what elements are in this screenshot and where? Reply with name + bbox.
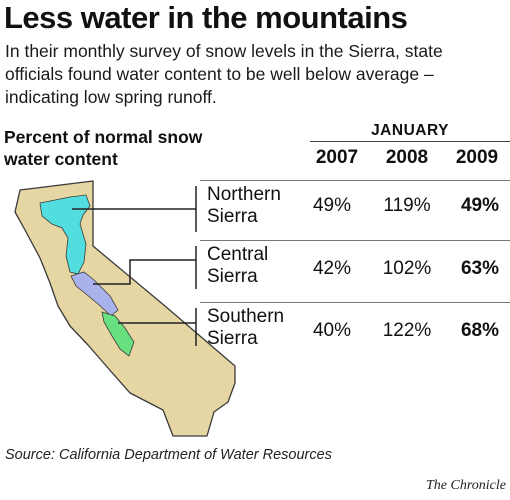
data-cell-highlight: 63% (460, 258, 500, 279)
month-rule (310, 141, 510, 142)
year-header-2008: 2008 (385, 147, 429, 168)
data-cell: 49% (312, 195, 352, 216)
data-cell: 40% (312, 320, 352, 341)
table-label: Percent of normal snow water content (4, 127, 203, 169)
leader-line-central (93, 259, 196, 285)
region-label-line: Central (207, 244, 269, 265)
row-divider (200, 302, 510, 303)
year-header-2007: 2007 (315, 147, 359, 168)
data-cell: 42% (312, 258, 352, 279)
region-label-northern: Northern Sierra (207, 184, 307, 228)
credit-line: The Chronicle (426, 478, 506, 493)
region-label-southern: Southern Sierra (207, 306, 307, 350)
northern-sierra-region (39, 194, 91, 275)
row-divider (200, 240, 510, 241)
data-cell: 119% (383, 195, 431, 216)
intro-text: In their monthly survey of snow levels i… (5, 41, 443, 107)
region-label-central: Central Sierra (207, 244, 307, 288)
central-sierra-region (70, 271, 119, 317)
row-divider (200, 180, 510, 181)
chart-title: Less water in the mountains (4, 0, 408, 35)
california-map (14, 180, 236, 437)
data-cell: 122% (382, 320, 432, 341)
region-label-line: Southern (207, 306, 285, 327)
region-label-line: Sierra (207, 206, 258, 227)
southern-sierra-region (101, 311, 135, 357)
year-header-2009: 2009 (455, 147, 499, 168)
leader-lines (72, 186, 197, 346)
data-cell: 102% (382, 258, 432, 279)
data-cell-highlight: 49% (460, 195, 500, 216)
region-label-line: Northern (207, 184, 281, 205)
region-label-line: Sierra (207, 266, 258, 287)
source-note: Source: California Department of Water R… (5, 447, 332, 463)
month-header: JANUARY (371, 122, 449, 139)
data-cell-highlight: 68% (460, 320, 500, 341)
region-label-line: Sierra (207, 328, 258, 349)
